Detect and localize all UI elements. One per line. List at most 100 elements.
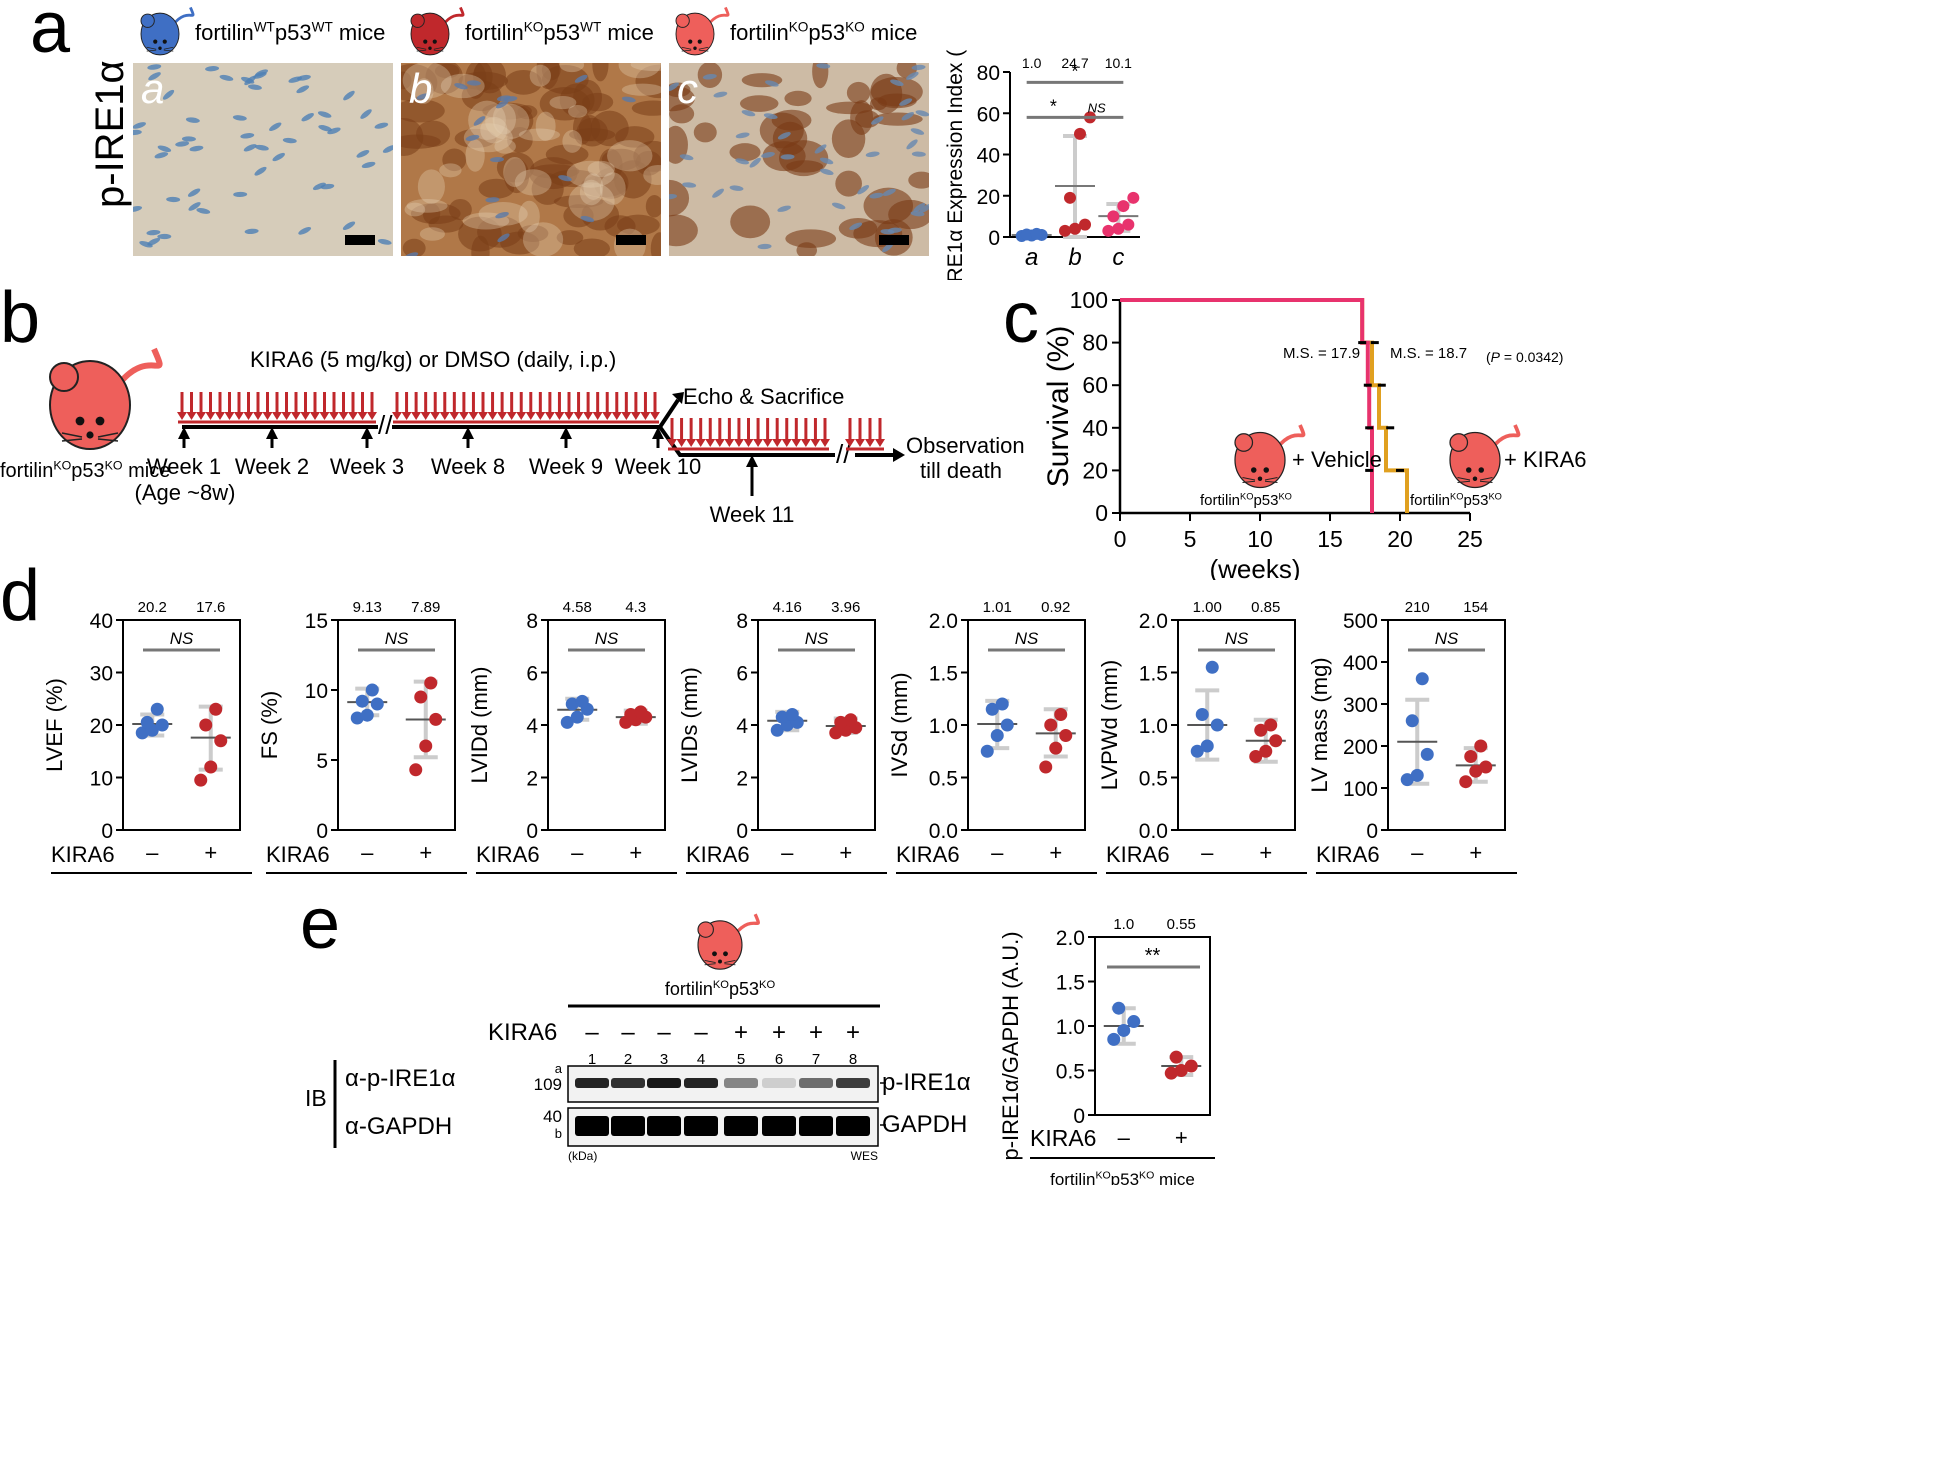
echo-label: Echo & Sacrifice: [683, 384, 844, 409]
data-point: [785, 708, 799, 721]
nucleus: [814, 144, 827, 154]
mean-value-label: 1.00: [1193, 599, 1222, 616]
ihc-image-a: a: [133, 63, 393, 256]
p-value-part: (: [1486, 349, 1491, 365]
nucleus: [869, 192, 884, 199]
stain: [579, 179, 603, 206]
stain: [576, 117, 608, 147]
dose-arrowhead: [430, 412, 441, 420]
nucleus: [416, 93, 431, 100]
mouse-ear: [1449, 433, 1469, 452]
genotype-part: p53: [1253, 492, 1278, 509]
mouse-whiskers: [704, 959, 736, 966]
band-pire1a: [836, 1078, 870, 1088]
stain: [568, 182, 615, 222]
stain: [869, 97, 887, 111]
lane-number: 8: [849, 1051, 857, 1068]
age-label: (Age ~8w): [135, 480, 236, 505]
nucleus: [205, 66, 220, 72]
mouse-eye: [1263, 467, 1269, 473]
stain: [568, 104, 588, 118]
dose-arrowhead: [753, 439, 764, 447]
stain: [846, 81, 871, 104]
data-point: [1259, 744, 1273, 758]
nucleus: [890, 79, 904, 87]
dose-arrowhead: [177, 412, 187, 420]
ihc-image-c: c: [669, 63, 929, 256]
dose-arrowhead: [525, 412, 536, 420]
stain: [618, 63, 661, 79]
stain: [417, 169, 445, 204]
stain: [643, 164, 661, 186]
nucleus: [312, 182, 326, 191]
stain: [812, 63, 829, 89]
y-tick-label: 8: [736, 610, 748, 633]
mouse-eye: [1466, 467, 1472, 473]
y-axis-label: LVEF (%): [42, 678, 67, 772]
data-point: [1074, 127, 1086, 140]
genotype-part: KO: [1139, 1170, 1154, 1182]
stain: [410, 203, 461, 225]
echo-arrow: [658, 398, 680, 429]
genotype-label: fortilinKOp53KO: [1410, 491, 1502, 509]
stain: [496, 152, 535, 183]
data-point: [570, 710, 584, 724]
y-tick-label: 2.0: [929, 610, 958, 633]
mouse-eye: [688, 39, 693, 44]
arrowhead: [893, 448, 905, 462]
data-point: [194, 773, 208, 787]
lane-number: 3: [660, 1051, 668, 1068]
mouse-icon: [410, 6, 465, 56]
dose-arrowhead: [196, 412, 206, 420]
y-tick-label: 2.0: [1139, 610, 1168, 633]
dose-arrowhead: [468, 412, 479, 420]
data-point: [370, 697, 384, 711]
genotype-part: KO: [53, 458, 71, 472]
nucleus: [819, 157, 834, 165]
genotype-part: KO: [845, 20, 865, 35]
band-pire1a: [647, 1078, 681, 1088]
mouse-tail: [442, 6, 465, 26]
dose-arrowhead: [329, 412, 339, 420]
genotype-part: mice: [333, 20, 386, 45]
band-label-gapdh: GAPDH: [882, 1111, 967, 1138]
nucleus: [495, 100, 509, 109]
data-point: [1405, 714, 1419, 728]
stain: [416, 120, 451, 147]
dose-arrowhead: [865, 439, 875, 447]
kira6-label: KIRA6: [686, 842, 750, 867]
mouse-icon: [697, 913, 760, 970]
band-pire1a: [575, 1078, 609, 1088]
stain: [494, 139, 516, 154]
y-tick-label: 0: [316, 820, 328, 843]
mouse-eye: [723, 951, 728, 957]
dose-arrowhead: [243, 412, 254, 420]
nucleus: [621, 96, 636, 103]
data-point: [1030, 227, 1043, 240]
nucleus: [911, 151, 926, 157]
nucleus: [298, 226, 312, 235]
nucleus: [148, 72, 161, 81]
nucleus: [882, 188, 896, 196]
marker-a: a: [555, 1061, 563, 1076]
data-point: [1479, 760, 1493, 774]
stain: [529, 64, 552, 87]
x-category-label: a: [1025, 244, 1038, 271]
mean-value-label: 0.55: [1167, 916, 1196, 933]
data-point: [1000, 718, 1014, 732]
data-point: [1059, 224, 1071, 237]
stain: [442, 148, 467, 172]
nucleus: [166, 196, 181, 203]
genotype-part: fortilin: [1200, 492, 1240, 509]
nucleus: [361, 161, 376, 169]
stain: [785, 229, 837, 249]
data-point: [1249, 750, 1263, 763]
stain: [500, 231, 540, 255]
panel-d-letter: d: [0, 556, 41, 636]
minus-label: –: [571, 840, 584, 865]
data-point: [214, 734, 228, 748]
y-tick-label: 6: [526, 663, 538, 686]
data-point: [140, 715, 154, 729]
y-tick-label: 300: [1343, 694, 1378, 717]
mouse-eye: [1251, 467, 1257, 473]
